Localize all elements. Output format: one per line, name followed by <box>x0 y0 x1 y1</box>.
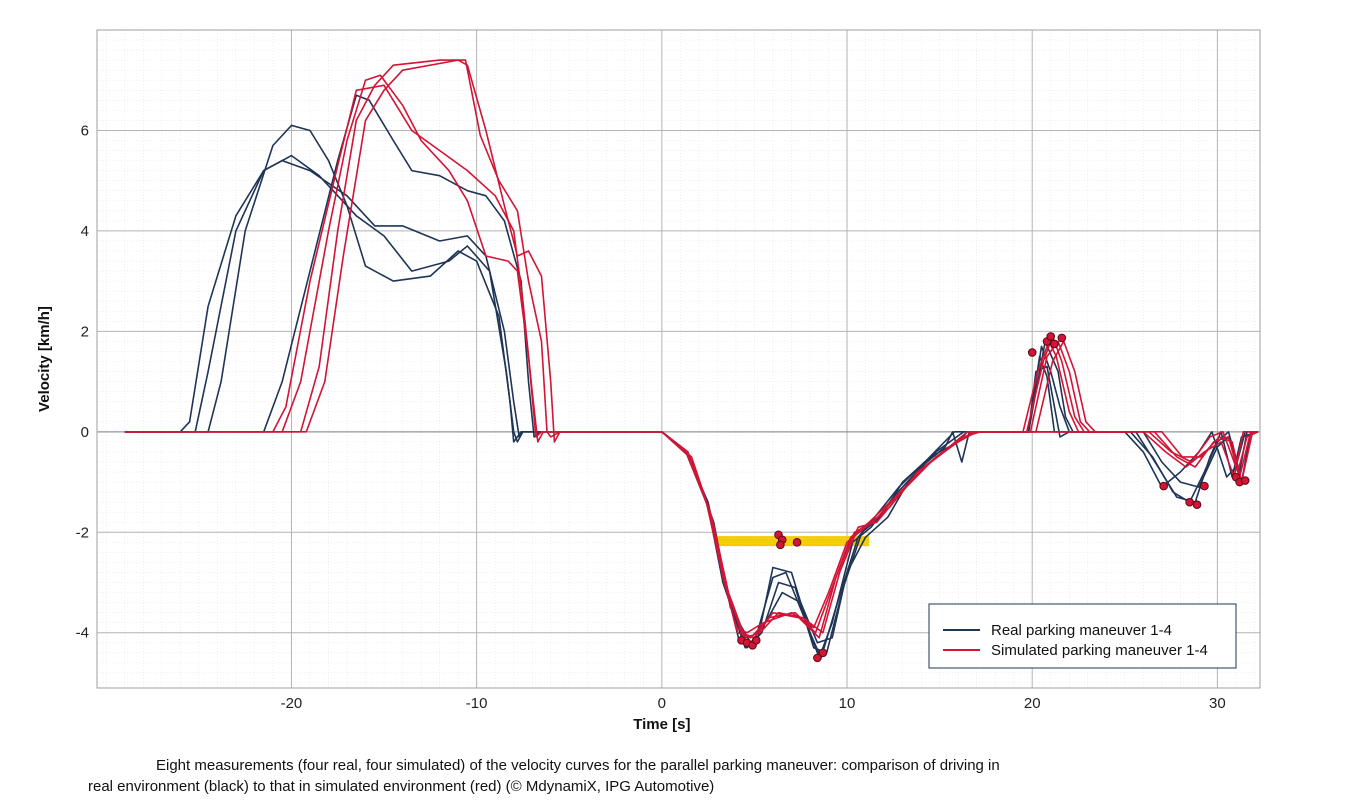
x-tick-label: -10 <box>466 695 488 712</box>
simulated-maneuver-line <box>1087 431 1259 483</box>
y-tick-label: 0 <box>81 424 89 441</box>
y-tick-label: 4 <box>81 223 89 240</box>
caption-line-2: real environment (black) to that in simu… <box>88 778 715 795</box>
real-maneuver-line <box>124 154 570 443</box>
series-lines <box>124 59 1259 659</box>
figure-caption: Eight measurements (four real, four simu… <box>88 755 1128 797</box>
simulated-maneuver-line <box>1087 431 1259 473</box>
event-markers <box>737 332 1250 663</box>
event-marker <box>1159 481 1169 491</box>
simulated-maneuver-line <box>976 340 1125 433</box>
event-marker <box>1057 333 1067 343</box>
y-tick-label: -4 <box>76 625 89 642</box>
event-marker <box>751 635 761 645</box>
real-maneuver-line <box>124 159 570 438</box>
real-maneuver-line <box>124 94 570 438</box>
y-axis-ticks: -4 -2 0 2 4 6 <box>76 122 89 641</box>
x-tick-label: 20 <box>1024 695 1041 712</box>
real-maneuver-line <box>1087 431 1259 488</box>
legend: Real parking maneuver 1-4 Simulated park… <box>928 603 1237 669</box>
event-marker <box>818 648 828 658</box>
simulated-maneuver-line <box>976 340 1125 433</box>
event-marker <box>1185 497 1194 507</box>
major-grid <box>97 30 1260 688</box>
event-marker <box>813 653 822 663</box>
y-tick-label: 2 <box>81 323 89 340</box>
simulated-maneuver-line <box>124 59 570 438</box>
simulated-maneuver-line <box>976 335 1125 433</box>
event-marker <box>1027 348 1037 357</box>
x-axis-label: Time [s] <box>633 716 690 733</box>
event-marker <box>792 538 802 547</box>
x-tick-label: 0 <box>658 695 666 712</box>
y-tick-label: -2 <box>76 524 89 541</box>
y-axis-label: Velocity [km/h] <box>36 306 53 412</box>
x-tick-label: 10 <box>839 695 856 712</box>
minor-grid <box>97 30 1260 688</box>
plot-frame <box>96 29 1261 689</box>
event-marker <box>1192 500 1202 509</box>
event-marker <box>1046 332 1056 341</box>
simulated-maneuver-line <box>124 59 570 443</box>
simulated-maneuver-line <box>124 74 570 438</box>
y-tick-label: 6 <box>81 122 89 139</box>
event-marker <box>776 540 785 550</box>
legend-entry-simulated: Simulated parking maneuver 1-4 <box>991 642 1208 659</box>
real-maneuver-line <box>124 124 570 443</box>
x-tick-label: -20 <box>281 695 303 712</box>
caption-line-1: Eight measurements (four real, four simu… <box>156 757 1000 774</box>
legend-entry-real: Real parking maneuver 1-4 <box>991 622 1172 639</box>
event-marker <box>1200 481 1209 491</box>
x-axis-ticks: -20 -10 0 10 20 30 <box>281 695 1226 712</box>
event-marker <box>1050 339 1059 349</box>
x-tick-label: 30 <box>1209 695 1226 712</box>
simulated-maneuver-line <box>569 431 1125 639</box>
event-marker <box>1240 476 1250 485</box>
legend-box <box>928 603 1237 669</box>
